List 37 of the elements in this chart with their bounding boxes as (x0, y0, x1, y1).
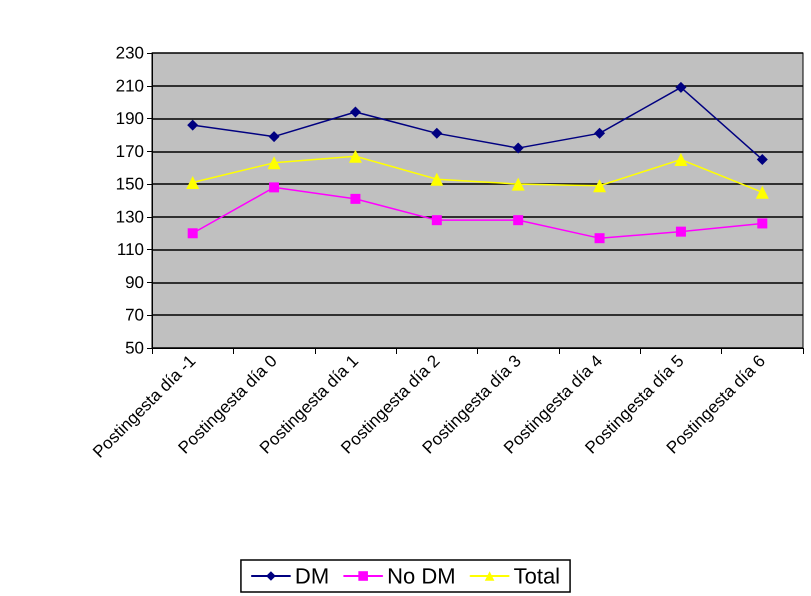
legend-label: No DM (387, 564, 456, 588)
legend-label: Total (514, 564, 560, 588)
y-tick-label: 70 (125, 306, 144, 325)
y-tick-label: 150 (116, 174, 144, 194)
point (513, 215, 524, 226)
point (594, 233, 605, 244)
point (676, 226, 686, 237)
point (432, 215, 442, 226)
point (348, 150, 362, 163)
legend-label: DM (294, 564, 330, 588)
point (350, 106, 361, 118)
point (187, 120, 198, 131)
point (268, 131, 280, 142)
point (269, 182, 280, 192)
y-tick-label: 110 (116, 240, 144, 260)
y-tick-label: 230 (116, 44, 144, 62)
point (512, 142, 524, 154)
y-tick-label: 190 (116, 109, 144, 128)
point (186, 176, 200, 189)
point (756, 186, 769, 199)
point (188, 228, 198, 238)
point (757, 218, 768, 228)
point (512, 178, 525, 191)
y-tick-label: 90 (125, 272, 144, 292)
point (431, 128, 442, 139)
y-tick-label: 50 (125, 338, 144, 358)
point (756, 154, 768, 166)
y-tick-label: 170 (116, 142, 144, 161)
point (268, 156, 281, 170)
point (593, 179, 606, 192)
point (430, 172, 444, 186)
y-tick-label: 210 (116, 76, 144, 96)
point (674, 153, 688, 166)
y-tick-label: 130 (116, 207, 144, 226)
point (675, 82, 686, 93)
point (594, 128, 606, 139)
point (350, 194, 360, 204)
